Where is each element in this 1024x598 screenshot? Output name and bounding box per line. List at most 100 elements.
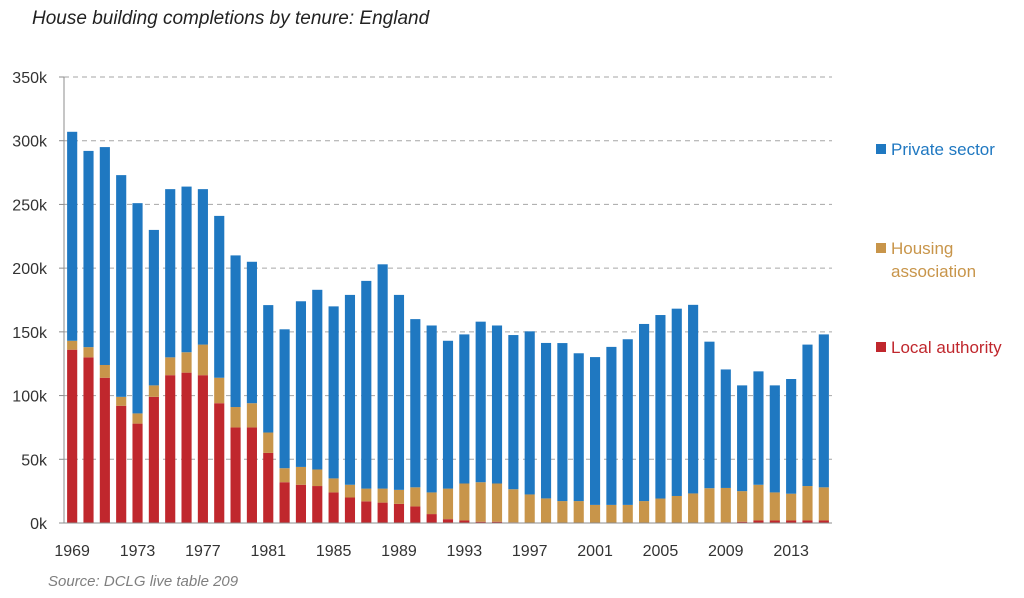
bar-local-authority: [475, 521, 486, 523]
legend-label-local-authority: Local authority: [891, 338, 1002, 357]
bar-housing-association: [83, 347, 94, 358]
bar-private-sector: [312, 289, 323, 470]
bar-local-authority: [165, 375, 176, 523]
bar-housing-association: [165, 357, 176, 376]
y-tick-label: 300k: [12, 134, 48, 151]
gridlines: [64, 76, 832, 460]
bar-housing-association: [786, 493, 797, 521]
bar-private-sector: [557, 343, 568, 502]
y-tick-label: 350k: [12, 70, 48, 87]
bar-private-sector: [475, 321, 486, 483]
y-tick-label: 250k: [12, 197, 48, 214]
bar-private-sector: [655, 315, 666, 499]
bar-housing-association: [328, 478, 339, 493]
bar-housing-association: [67, 340, 78, 350]
bar-private-sector: [361, 280, 372, 489]
bar-housing-association: [557, 501, 568, 523]
bar-local-authority: [328, 492, 339, 523]
bar-private-sector: [393, 294, 405, 490]
x-tick-label: 1985: [316, 543, 352, 560]
bar-private-sector: [246, 261, 257, 404]
x-tick-label: 2005: [643, 543, 679, 560]
bar-local-authority: [197, 375, 208, 523]
bar-private-sector: [704, 341, 715, 489]
bar-local-authority: [132, 423, 143, 523]
bar-private-sector: [132, 203, 143, 414]
bar-private-sector: [214, 215, 225, 378]
bar-housing-association: [655, 498, 666, 523]
bar-private-sector: [67, 131, 78, 341]
bar-housing-association: [393, 489, 405, 504]
bar-private-sector: [769, 385, 780, 493]
bar-local-authority: [279, 482, 290, 523]
bar-local-authority: [99, 377, 110, 523]
bar-housing-association: [508, 489, 519, 523]
y-tick-label: 50k: [21, 452, 48, 469]
bar-local-authority: [246, 427, 257, 523]
bar-housing-association: [181, 352, 192, 373]
bar-housing-association: [426, 492, 437, 515]
bar-housing-association: [230, 407, 241, 428]
bar-housing-association: [818, 487, 829, 521]
bar-private-sector: [589, 357, 601, 505]
bar-local-authority: [214, 403, 225, 523]
bar-local-authority: [737, 521, 748, 523]
bar-local-authority: [786, 520, 797, 523]
bar-private-sector: [720, 369, 731, 488]
bar-housing-association: [459, 483, 470, 521]
bar-private-sector: [328, 306, 339, 479]
bar-housing-association: [214, 377, 225, 404]
bar-private-sector: [442, 340, 454, 489]
x-tick-label: 1981: [250, 543, 286, 560]
bar-housing-association: [491, 483, 503, 522]
bar-local-authority: [377, 502, 388, 523]
x-tick-label: 1973: [120, 543, 156, 560]
legend-swatch-local-authority: [876, 342, 886, 352]
bar-private-sector: [606, 346, 617, 505]
bar-local-authority: [83, 357, 94, 523]
bar-local-authority: [230, 427, 241, 523]
bar-housing-association: [622, 504, 633, 523]
bar-private-sector: [295, 301, 307, 467]
bar-private-sector: [753, 371, 764, 485]
bar-private-sector: [263, 305, 274, 433]
bar-housing-association: [540, 498, 552, 523]
bar-housing-association: [704, 488, 715, 523]
legend-label-housing-association: Housing association: [891, 239, 977, 281]
bar-private-sector: [99, 147, 110, 365]
bar-local-authority: [67, 349, 78, 523]
x-tick-label: 2013: [773, 543, 809, 560]
y-tick-label: 200k: [12, 261, 48, 278]
bar-housing-association: [475, 482, 486, 522]
bar-housing-association: [589, 504, 601, 523]
tick-labels: 0k 50k 100k 150k 200k 250k 300k 350k 1969 1973 197…: [12, 70, 809, 560]
bar-private-sector: [426, 325, 437, 493]
bar-local-authority: [459, 520, 470, 523]
bar-housing-association: [753, 484, 764, 521]
bar-private-sector: [165, 189, 176, 358]
bar-housing-association: [132, 413, 143, 424]
bar-housing-association: [442, 488, 454, 520]
bar-local-authority: [148, 396, 159, 523]
bar-housing-association: [737, 491, 748, 522]
bar-private-sector: [639, 323, 650, 502]
bar-housing-association: [769, 492, 780, 521]
x-tick-label: 1993: [447, 543, 483, 560]
bar-housing-association: [361, 488, 372, 502]
bar-housing-association: [688, 493, 699, 523]
chart-source: Source: DCLG live table 209: [48, 573, 239, 590]
x-tick-label: 2001: [577, 543, 613, 560]
bar-housing-association: [720, 487, 731, 523]
bar-local-authority: [818, 520, 829, 523]
bar-private-sector: [622, 339, 633, 505]
bar-local-authority: [181, 372, 192, 523]
chart-title: House building completions by tenure: En…: [32, 8, 430, 29]
y-tick-label: 0k: [30, 516, 48, 533]
bar-private-sector: [508, 335, 519, 490]
bar-housing-association: [312, 469, 323, 487]
bar-housing-association: [639, 501, 650, 523]
bar-local-authority: [361, 501, 372, 523]
bar-local-authority: [491, 521, 503, 523]
bar-local-authority: [344, 497, 356, 523]
bar-local-authority: [769, 520, 780, 523]
